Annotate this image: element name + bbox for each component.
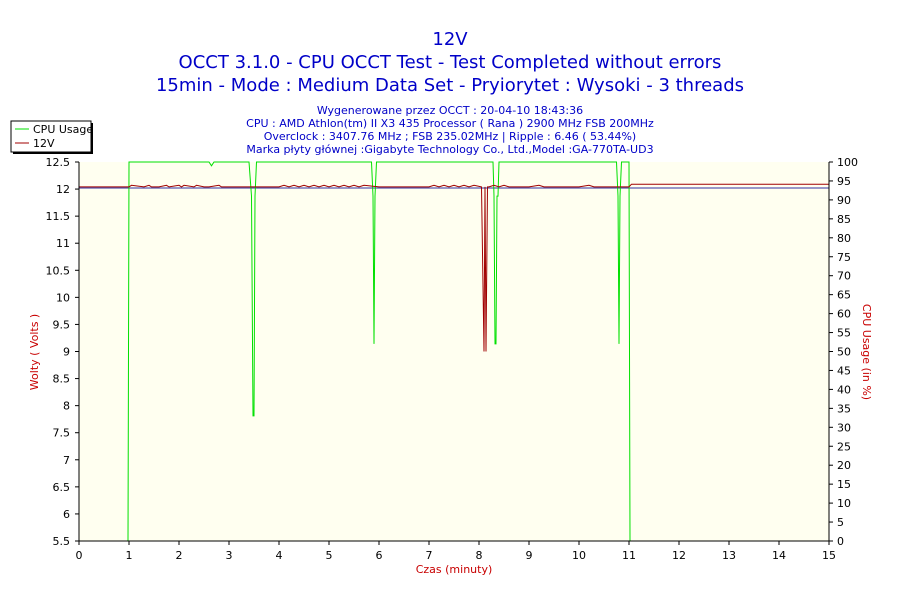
y-right-tick-label: 50 [837,346,851,359]
x-tick-label: 6 [376,549,383,562]
y-right-tick-label: 5 [837,516,844,529]
y-left-tick-label: 7.5 [53,427,71,440]
x-tick-label: 0 [76,549,83,562]
x-tick-label: 15 [822,549,836,562]
y-left-tick-label: 5.5 [53,535,71,548]
y-right-tick-label: 25 [837,440,851,453]
y-left-tick-label: 6 [63,508,70,521]
y-left-tick-label: 11.5 [46,210,71,223]
info-line-overclock: Overclock : 3407.76 MHz ; FSB 235.02MHz … [264,130,636,143]
x-tick-label: 12 [672,549,686,562]
series-line-cpu [79,161,829,542]
info-line-cpu: CPU : AMD Athlon(tm) II X3 435 Processor… [246,117,654,130]
plot-area [79,162,829,541]
y-right-tick-label: 40 [837,383,851,396]
legend-label-cpu: CPU Usage [33,123,93,136]
y-right-tick-label: 100 [837,156,858,169]
x-tick-label: 13 [722,549,736,562]
y-right-tick-label: 15 [837,478,851,491]
y-left-ticks: 5.5 6 6.5 7 7.5 8 8.5 9 9.5 10 10.5 11 11.5 12 12.5 [46,156,79,548]
x-ticks: 0 1 2 3 4 5 6 7 8 9 10 11 12 13 14 15 [76,541,836,562]
x-tick-label: 14 [772,549,786,562]
x-axis-label: Czas (minuty) [416,563,493,576]
x-tick-label: 5 [326,549,333,562]
chart-subtitle-1: OCCT 3.1.0 - CPU OCCT Test - Test Comple… [179,52,722,73]
y-left-tick-label: 11 [56,237,70,250]
y-right-tick-label: 10 [837,497,851,510]
y-right-tick-label: 20 [837,459,851,472]
y-left-tick-label: 7 [63,454,70,467]
y-right-tick-label: 35 [837,402,851,415]
y-right-tick-label: 60 [837,308,851,321]
legend-label-12v: 12V [33,137,55,150]
y-right-tick-label: 95 [837,175,851,188]
legend: CPU Usage 12V [10,120,93,154]
x-tick-label: 7 [426,549,433,562]
y-left-tick-label: 10.5 [46,264,71,277]
x-tick-label: 11 [622,549,636,562]
x-tick-label: 3 [226,549,233,562]
y-left-tick-label: 9 [63,346,70,359]
x-tick-label: 1 [126,549,133,562]
y-right-tick-label: 90 [837,194,851,207]
y-left-tick-label: 12.5 [46,156,71,169]
y-left-tick-label: 8.5 [53,373,71,386]
chart-title: 12V [432,29,468,50]
y-left-tick-label: 12 [56,183,70,196]
y-right-tick-label: 45 [837,364,851,377]
y-axis-right-label: CPU Usage (in %) [860,304,873,400]
legend-box [10,120,92,153]
y-right-tick-label: 85 [837,213,851,226]
info-line-motherboard: Marka płyty głównej :Gigabyte Technology… [246,143,653,156]
y-right-tick-label: 65 [837,289,851,302]
chart-subtitle-2: 15min - Mode : Medium Data Set - Pryiory… [156,75,744,96]
x-tick-label: 4 [276,549,283,562]
info-line-generated: Wygenerowane przez OCCT : 20-04-10 18:43… [317,104,583,117]
y-right-ticks: 0 5 10 15 20 25 30 35 40 45 50 55 60 65 70 75 80 85 90 95 10… [829,156,858,548]
y-left-tick-label: 6.5 [53,481,71,494]
x-tick-label: 8 [476,549,483,562]
y-left-tick-label: 8 [63,400,70,413]
y-axis-left-label: Wolty ( Volts ) [28,314,41,390]
y-right-tick-label: 70 [837,270,851,283]
x-tick-label: 10 [572,549,586,562]
y-left-tick-label: 10 [56,291,70,304]
y-right-tick-label: 55 [837,327,851,340]
y-left-tick-label: 9.5 [53,318,71,331]
y-right-tick-label: 30 [837,421,851,434]
series-line-12v [79,183,829,352]
y-right-tick-label: 75 [837,251,851,264]
y-right-tick-label: 0 [837,535,844,548]
y-right-tick-label: 80 [837,232,851,245]
x-tick-label: 2 [176,549,183,562]
x-tick-label: 9 [526,549,533,562]
